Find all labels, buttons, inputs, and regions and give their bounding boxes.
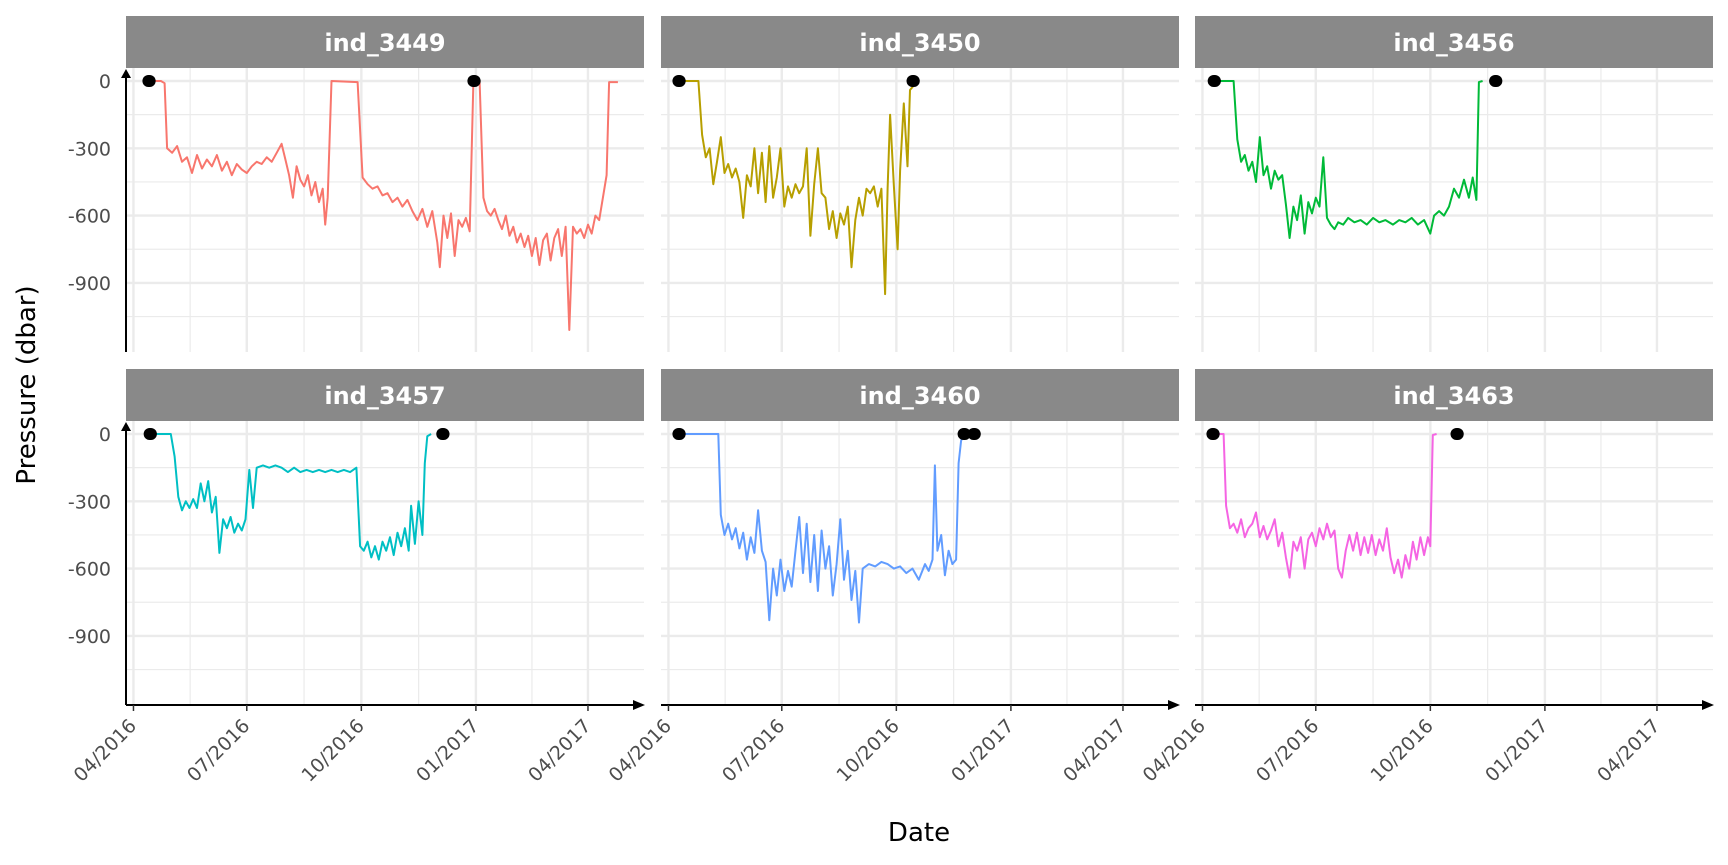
facet-strip-label: ind_3457 [324,382,445,410]
y-axis-arrow [121,422,131,431]
facet-strip-label: ind_3449 [324,29,445,57]
panel-ind_3460: ind_3460 04/2016 07/2016 10/2016 01/2017 04/2… [605,369,1180,786]
y-axis-arrow [121,69,131,78]
x-tick-label: 04/2016 [70,715,141,786]
y-tick-label: -300 [68,491,111,513]
x-tick-label: 01/2017 [412,715,483,786]
x-tick-label: 01/2017 [947,715,1018,786]
x-tick-label: 04/2016 [605,715,676,786]
x-tick-label: 10/2016 [833,715,904,786]
x-tick-label: 10/2016 [298,715,369,786]
panel-ind_3450: ind_3450 [661,16,1179,352]
facet-strip [1195,16,1713,68]
panel-ind_3456: ind_3456 [1195,16,1713,352]
panel-ind_3449: ind_3449 0 -300 -600 -900 [68,16,644,352]
x-tick-label: 01/2017 [1481,715,1552,786]
y-tick-label: 0 [99,71,111,93]
facet-strip-label: ind_3463 [1393,382,1514,410]
x-tick-label: 04/2017 [524,715,595,786]
x-tick-label: 07/2016 [718,715,789,786]
panel-ind_3463: ind_3463 04/2016 07/2016 10/2016 01/2017 04/2… [1139,369,1714,786]
facet-strip [126,369,644,421]
x-tick-label: 07/2016 [1252,715,1323,786]
series-line-ind_3456 [1209,80,1483,239]
facet-strip-label: ind_3450 [859,29,980,57]
y-tick-label: 0 [99,424,111,446]
x-axis-arrow [1702,700,1714,710]
facet-strip [126,16,644,68]
facet-strip [661,16,1179,68]
y-axis-title: Pressure (dbar) [12,285,42,484]
series-line-ind_3460 [674,433,966,624]
x-axis-title: Date [888,818,950,848]
facet-strip-label: ind_3460 [859,382,980,410]
y-tick-label: -600 [68,559,111,581]
y-tick-label: -600 [68,206,111,228]
y-tick-label: -300 [68,138,111,160]
x-axis-arrow [633,700,645,710]
panel-ind_3457: ind_3457 0 -300 -600 -900 04/2016 07/2016 10/20… [68,369,645,786]
x-tick-label: 07/2016 [183,715,254,786]
series-line-ind_3449 [145,80,618,331]
facet-strip-label: ind_3456 [1393,29,1514,57]
x-tick-label: 10/2016 [1367,715,1438,786]
series-line-ind_3450 [674,80,919,296]
series-line-ind_3457 [148,433,432,561]
facet-strip [1195,369,1713,421]
x-tick-label: 04/2017 [1059,715,1130,786]
series-line-ind_3463 [1209,433,1437,579]
x-axis-arrow [1168,700,1180,710]
y-tick-label: -900 [68,626,111,648]
facet-strip [661,369,1179,421]
x-tick-label: 04/2016 [1139,715,1210,786]
y-tick-label: -900 [68,273,111,295]
x-tick-label: 04/2017 [1593,715,1664,786]
